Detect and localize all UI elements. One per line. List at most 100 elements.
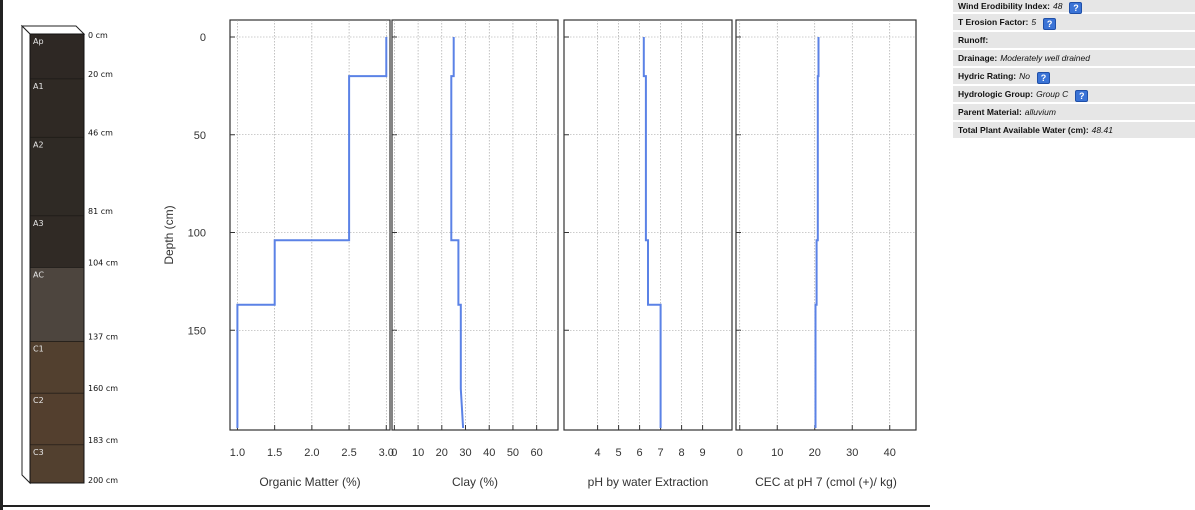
depth-label: 160 cm xyxy=(88,384,118,393)
plot-frame xyxy=(735,19,917,431)
soil-profile: Ap A1 A2 A3 AC C1 C2 C3 0 cm 20 cm 46 cm 81 cm 104 c… xyxy=(0,0,150,510)
x-tick-label: 7 xyxy=(658,447,664,459)
horizon-label: C3 xyxy=(33,448,44,457)
x-tick-label: 2.5 xyxy=(341,447,356,459)
property-value: Moderately well drained xyxy=(1000,53,1090,63)
x-axis-title: Organic Matter (%) xyxy=(259,475,360,489)
series-line xyxy=(814,37,820,428)
x-tick-label: 10 xyxy=(771,447,783,459)
depth-label: 0 cm xyxy=(88,31,108,40)
chart-panel-2: 0 10 20 30 40 50 60 Clay (%) xyxy=(391,19,559,489)
property-value: 48 xyxy=(1053,1,1063,11)
x-tick-label: 2.0 xyxy=(304,447,319,459)
x-tick-label: 3.0 xyxy=(379,447,394,459)
horizon-label: A2 xyxy=(33,140,44,149)
property-row: Hydrologic Group: Group C? xyxy=(953,86,1195,104)
depth-label: 20 cm xyxy=(88,70,113,79)
x-tick-label: 30 xyxy=(846,447,858,459)
depth-label: 104 cm xyxy=(88,258,118,267)
x-tick-label: 10 xyxy=(412,447,424,459)
page-frame xyxy=(0,0,930,510)
chart-panel-3: 4 5 6 7 8 9 pH by water Extraction xyxy=(563,19,733,489)
soil-profile-column: Ap A1 A2 A3 AC C1 C2 C3 0 cm 20 cm 46 cm 81 cm 104 c… xyxy=(20,24,118,485)
x-tick-label: 20 xyxy=(436,447,448,459)
x-tick-label: 30 xyxy=(459,447,471,459)
horizon-a1 xyxy=(29,78,85,138)
property-label: Parent Material: xyxy=(958,107,1022,117)
x-tick-label: 40 xyxy=(483,447,495,459)
property-row: Parent Material: alluvium xyxy=(953,104,1195,122)
property-value: No xyxy=(1019,71,1030,81)
horizon-label: Ap xyxy=(33,37,44,46)
y-tick-label: 50 xyxy=(194,130,206,142)
x-tick-label: 40 xyxy=(884,447,896,459)
property-value: 5 xyxy=(1031,17,1037,27)
horizon-label: A1 xyxy=(33,82,44,91)
depth-label: 46 cm xyxy=(88,128,113,137)
property-label: Hydrologic Group: xyxy=(958,89,1034,99)
horizon-label: C1 xyxy=(33,345,44,354)
y-axis-title: Depth (cm) xyxy=(162,205,176,264)
y-tick-label: 150 xyxy=(188,325,206,337)
x-tick-label: 60 xyxy=(531,447,543,459)
property-row: Drainage: Moderately well drained xyxy=(953,50,1195,68)
x-tick-label: 6 xyxy=(637,447,643,459)
property-row: Hydric Rating: No? xyxy=(953,68,1195,86)
horizon-label: A3 xyxy=(33,219,44,228)
y-tick-label: 100 xyxy=(188,228,206,240)
frame-left-border xyxy=(0,0,3,510)
horizon-c2 xyxy=(29,392,85,446)
x-tick-label: 0 xyxy=(737,447,743,459)
property-row: T Erosion Factor: 5? xyxy=(953,14,1195,32)
profile-outline xyxy=(29,33,85,484)
horizon-c1 xyxy=(29,341,85,394)
series-line xyxy=(642,37,662,428)
plot-frame xyxy=(563,19,733,431)
x-tick-label: 9 xyxy=(700,447,706,459)
x-axis-title: CEC at pH 7 (cmol (+)/ kg) xyxy=(755,475,897,489)
x-tick-label: 4 xyxy=(595,447,601,459)
horizon-label: AC xyxy=(33,270,44,279)
profile-side-face xyxy=(21,24,31,485)
property-value: alluvium xyxy=(1024,107,1056,117)
property-value: 48.41 xyxy=(1091,125,1113,135)
property-value: Group C xyxy=(1036,89,1069,99)
property-label: Drainage: xyxy=(958,53,998,63)
property-label: T Erosion Factor: xyxy=(958,17,1029,27)
help-icon[interactable]: ? xyxy=(1036,72,1050,84)
series-line xyxy=(236,37,388,428)
x-axis-title: pH by water Extraction xyxy=(588,475,709,489)
x-tick-label: 0 xyxy=(391,447,397,459)
help-icon[interactable]: ? xyxy=(1075,90,1089,102)
x-tick-label: 1.5 xyxy=(267,447,282,459)
depth-label: 183 cm xyxy=(88,436,118,445)
depth-label: 137 cm xyxy=(88,333,118,342)
property-row: Total Plant Available Water (cm): 48.41 xyxy=(953,122,1195,140)
x-tick-label: 50 xyxy=(507,447,519,459)
x-axis-title: Clay (%) xyxy=(452,475,498,489)
property-row: Runoff: xyxy=(953,32,1195,50)
depth-label: 200 cm xyxy=(88,476,118,485)
chart-panel-1: 1.0 1.5 2.0 2.5 3.0 Organic Matter (%) 0 50 100 1… xyxy=(162,19,394,489)
soil-properties-table: Wind Erodibility Index: 48? T Erosion Fact… xyxy=(953,0,1195,140)
property-label: Hydric Rating: xyxy=(958,71,1017,81)
y-tick-label: 0 xyxy=(200,32,206,44)
plot-frame xyxy=(229,19,391,431)
x-tick-label: 8 xyxy=(679,447,685,459)
depth-label: 81 cm xyxy=(88,207,113,216)
help-icon[interactable]: ? xyxy=(1043,18,1057,30)
help-icon[interactable]: ? xyxy=(1069,2,1083,14)
x-tick-label: 5 xyxy=(616,447,622,459)
horizon-a3 xyxy=(29,215,85,268)
property-label: Total Plant Available Water (cm): xyxy=(958,125,1089,135)
x-tick-label: 1.0 xyxy=(230,447,245,459)
plot-frame xyxy=(391,19,559,431)
property-label: Wind Erodibility Index: xyxy=(958,1,1051,11)
property-label: Runoff: xyxy=(958,35,989,45)
horizon-c3 xyxy=(29,444,85,484)
chart-panel-4: 0 10 20 30 40 CEC at pH 7 (cmol (+)/ kg) xyxy=(735,19,917,489)
horizon-ac xyxy=(29,267,85,342)
profile-top-face xyxy=(20,25,86,35)
frame-bottom-border xyxy=(0,505,930,507)
